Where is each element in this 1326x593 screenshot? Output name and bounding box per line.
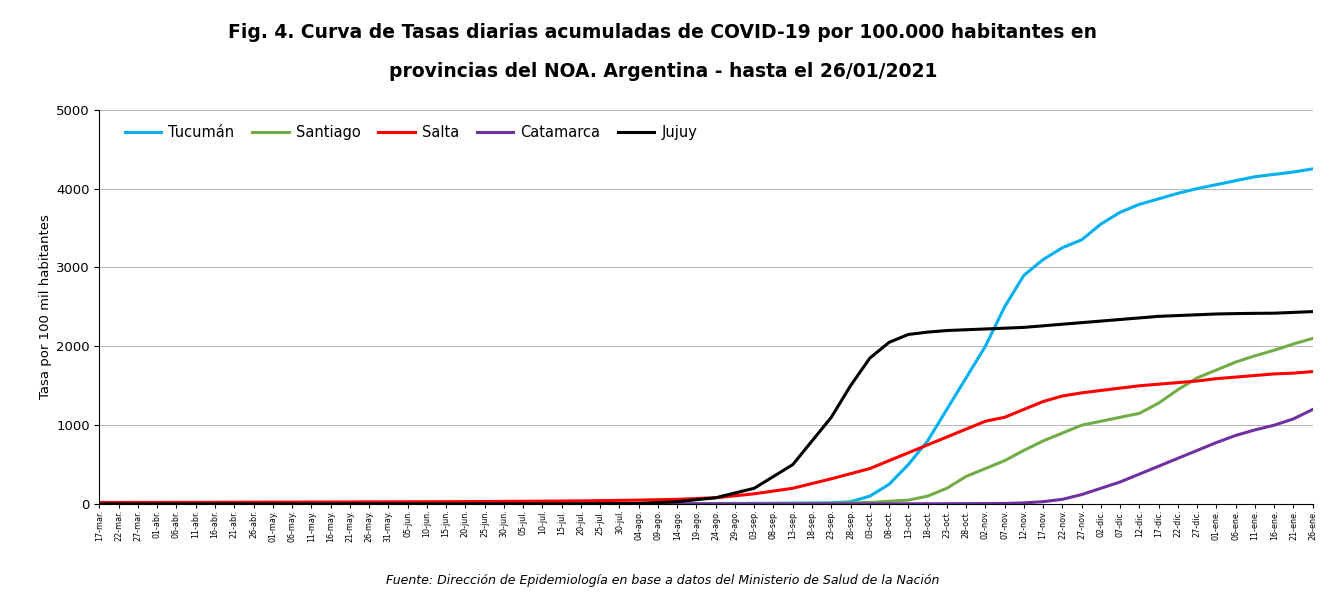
Legend: Tucumán, Santiago, Salta, Catamarca, Jujuy: Tucumán, Santiago, Salta, Catamarca, Juj…: [119, 119, 703, 146]
Text: Fig. 4. Curva de Tasas diarias acumuladas de COVID-19 por 100.000 habitantes en: Fig. 4. Curva de Tasas diarias acumulada…: [228, 23, 1098, 42]
Text: provincias del NOA. Argentina - hasta el 26/01/2021: provincias del NOA. Argentina - hasta el…: [389, 62, 937, 81]
Y-axis label: Tasa por 100 mil habitantes: Tasa por 100 mil habitantes: [38, 215, 52, 399]
Text: Fuente: Dirección de Epidemiología en base a datos del Ministerio de Salud de la: Fuente: Dirección de Epidemiología en ba…: [386, 574, 940, 587]
